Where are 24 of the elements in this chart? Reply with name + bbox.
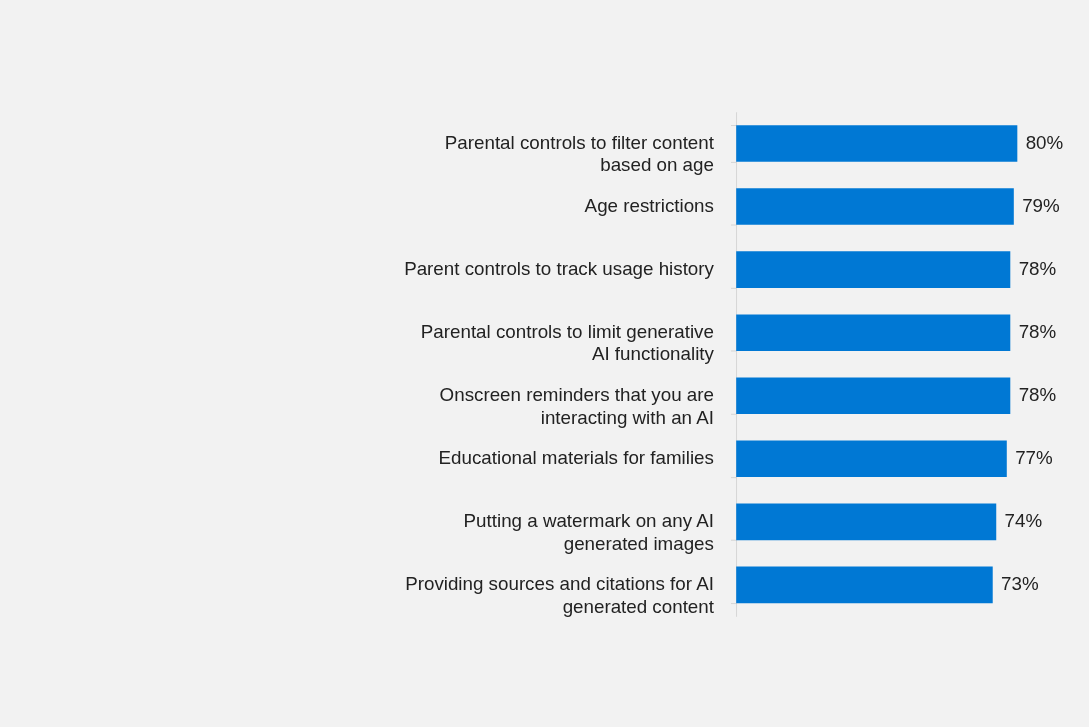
y-tick-label: Educational materials for families <box>438 447 714 469</box>
data-label: 80% <box>1025 132 1064 154</box>
y-tick-label: Age restrictions <box>584 195 714 217</box>
y-tick-label: Parental controls to filter content based on age <box>444 132 715 176</box>
y-tick-label: Putting a watermark on any AI generated images <box>463 510 714 554</box>
data-label: 77% <box>1015 447 1054 469</box>
bar <box>736 440 1007 478</box>
data-label: 79% <box>1022 195 1061 217</box>
y-tick-label: Onscreen reminders that you are interacting with an AI <box>439 384 714 428</box>
data-label: 74% <box>1004 510 1043 532</box>
bar <box>736 188 1014 225</box>
y-tick-label: Parent controls to track usage history <box>404 258 715 280</box>
y-tick-label: Providing sources and citations for AI generated content <box>405 573 715 617</box>
bar <box>736 251 1011 288</box>
data-label: 78% <box>1018 384 1057 406</box>
bar <box>736 125 1018 162</box>
bar <box>736 377 1011 415</box>
data-label: 78% <box>1018 258 1057 280</box>
data-label: 73% <box>1001 573 1039 595</box>
bar <box>736 314 1011 351</box>
data-label: 78% <box>1018 321 1057 343</box>
bar <box>736 503 997 541</box>
y-tick-label: Parental controls to limit generative AI functionality <box>420 321 715 365</box>
bar <box>736 566 993 604</box>
